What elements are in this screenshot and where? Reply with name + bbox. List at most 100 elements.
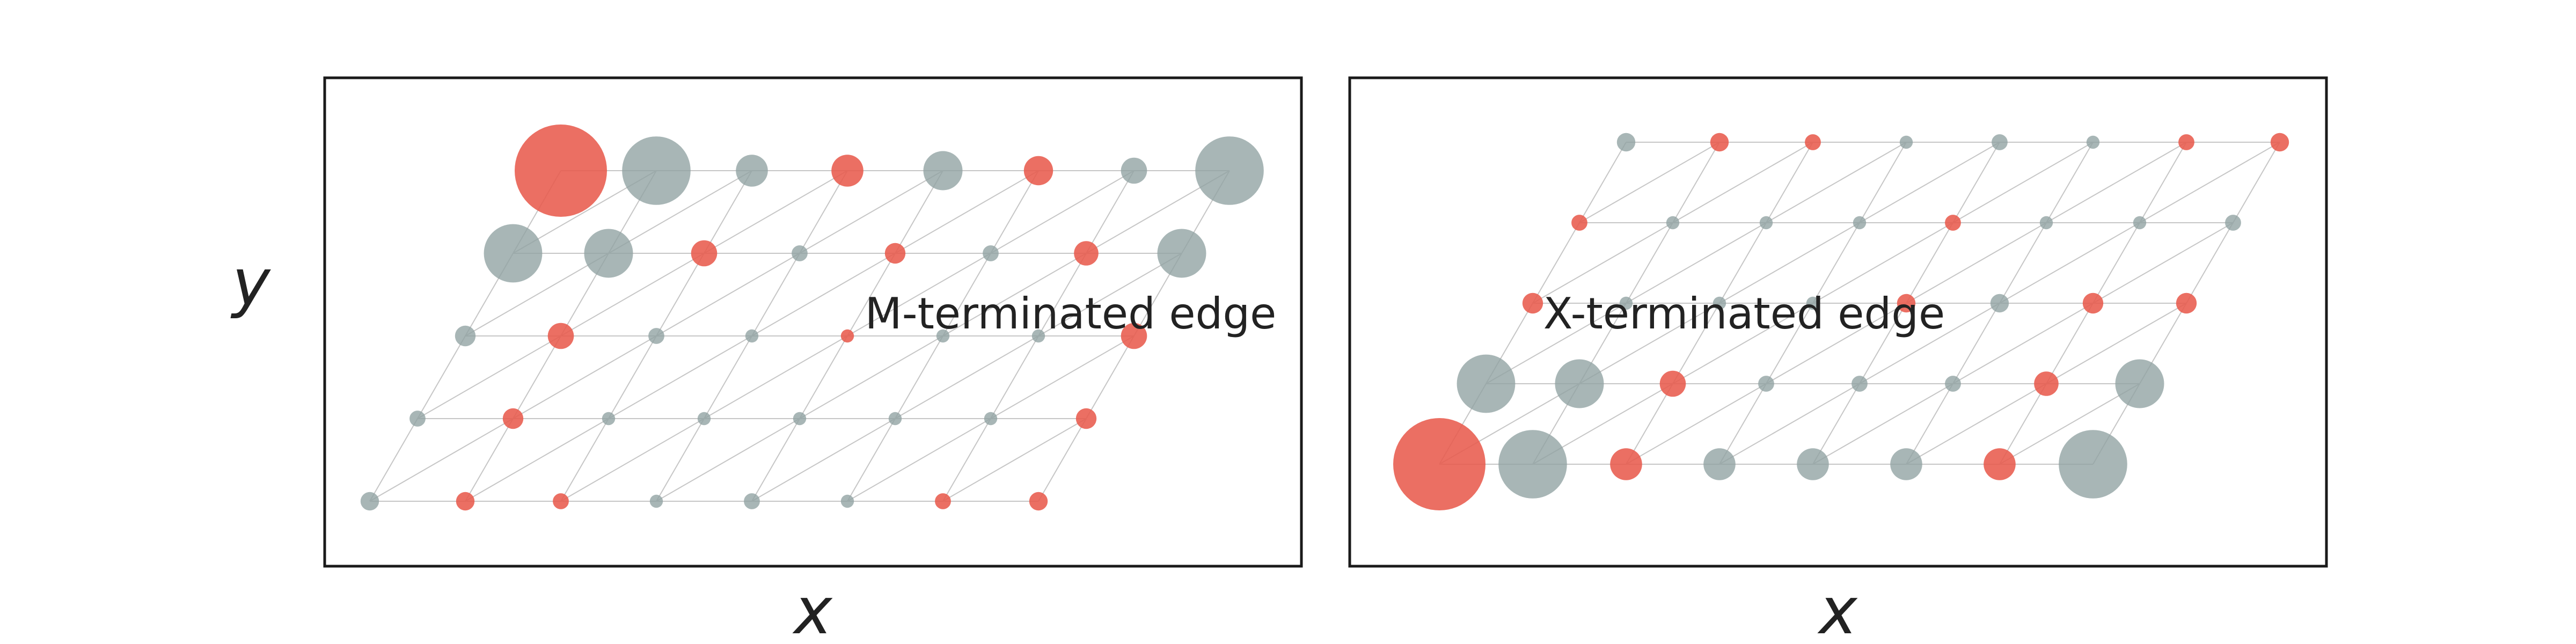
panel-x-terminated-edge-label: X-terminated edge — [1543, 289, 1945, 339]
panel-m-terminated-frame — [323, 76, 1303, 568]
lattice-bond — [1626, 222, 1767, 304]
metal-site-marker — [456, 492, 475, 511]
chalcogen-site-marker — [1195, 136, 1264, 205]
lattice-bond — [1812, 383, 1953, 465]
lattice-bond — [1626, 383, 1767, 465]
lattice-bond — [369, 418, 418, 502]
chalcogen-site-marker — [736, 155, 768, 187]
lattice-bond — [560, 418, 705, 502]
lattice-bond — [369, 418, 514, 502]
lattice-bond — [1038, 253, 1087, 336]
lattice-bond — [1766, 303, 1907, 384]
chalcogen-site-marker — [455, 325, 476, 347]
lattice-bond — [799, 335, 943, 419]
lattice-bond — [560, 418, 609, 502]
lattice-bond — [656, 418, 800, 502]
lattice-bond — [417, 335, 466, 419]
metal-site-marker — [1522, 292, 1543, 314]
lattice-bond — [2186, 222, 2234, 304]
lattice-bond — [1038, 253, 1182, 336]
chalcogen-site-marker — [697, 412, 711, 426]
panel-m-terminated-sites — [360, 125, 1264, 511]
lattice-bond — [990, 170, 1135, 254]
lattice-bond — [942, 418, 1087, 502]
lattice-bond — [1859, 142, 2000, 223]
lattice-bond — [608, 335, 752, 419]
lattice-bond — [1999, 222, 2047, 304]
metal-site-marker — [1610, 448, 1642, 480]
chalcogen-site-marker — [1853, 216, 1867, 230]
lattice-bond — [513, 335, 561, 419]
metal-site-marker — [2178, 134, 2194, 150]
metal-site-marker — [1805, 134, 1821, 150]
chalcogen-site-marker — [1457, 354, 1516, 413]
lattice-bond — [847, 253, 991, 336]
lattice-bond — [751, 418, 800, 502]
lattice-bond — [656, 418, 705, 502]
chalcogen-site-marker — [1797, 448, 1829, 480]
chalcogen-site-marker — [936, 329, 950, 343]
metal-site-marker — [1121, 323, 1147, 349]
lattice-bond — [1859, 142, 1907, 223]
metal-site-marker — [840, 329, 854, 343]
chalcogen-site-marker — [1121, 157, 1147, 184]
lattice-bond — [1859, 303, 2000, 384]
chalcogen-site-marker — [1703, 448, 1736, 480]
chalcogen-site-marker — [622, 136, 691, 205]
lattice-bond — [990, 170, 1039, 254]
metal-site-marker — [935, 493, 951, 509]
panel-x-terminated-frame — [1348, 76, 2328, 568]
lattice-bond — [2139, 142, 2187, 223]
lattice-bond — [990, 335, 1039, 419]
lattice-bond — [895, 335, 1039, 419]
lattice-bond — [1579, 142, 1720, 223]
lattice-bond — [704, 170, 848, 254]
lattice-bond — [704, 335, 752, 419]
lattice-bond — [1906, 222, 2047, 304]
lattice-bond — [2092, 222, 2140, 304]
lattice-bond — [1999, 222, 2140, 304]
panel-x-terminated-x-axis-label: x — [1817, 574, 1858, 644]
lattice-bond — [2092, 222, 2234, 304]
lattice-bond — [417, 335, 561, 419]
chalcogen-site-marker — [2115, 359, 2164, 408]
panel-x-terminated-sites — [1393, 133, 2289, 510]
lattice-bond — [1579, 142, 1627, 223]
lattice-bond — [1952, 303, 2000, 384]
lattice-bond — [1086, 335, 1135, 419]
lattice-bond — [942, 253, 1087, 336]
lattice-bond — [1532, 222, 1580, 304]
chalcogen-site-marker — [888, 412, 902, 426]
lattice-bond — [465, 253, 609, 336]
lattice-bond — [1532, 222, 1673, 304]
lattice-bond — [1812, 222, 1953, 304]
metal-site-marker — [2176, 292, 2197, 314]
lattice-bond — [895, 170, 1039, 254]
lattice-bond — [799, 170, 943, 254]
lattice-bond — [799, 335, 848, 419]
lattice-bond — [1906, 383, 2047, 465]
metal-site-marker — [1029, 492, 1048, 511]
lattice-bond — [1719, 383, 1860, 465]
metal-site-marker — [1393, 418, 1485, 510]
chalcogen-site-marker — [744, 493, 760, 509]
metal-site-marker — [1710, 133, 1729, 152]
lattice-bond — [1719, 222, 1860, 304]
chalcogen-site-marker — [602, 412, 616, 426]
lattice-bond — [1719, 222, 1767, 304]
metal-site-marker — [1571, 215, 1587, 231]
lattice-bond — [1766, 303, 1813, 384]
chalcogen-site-marker — [1992, 134, 2008, 150]
lattice-bond — [847, 253, 896, 336]
chalcogen-site-marker — [584, 229, 633, 278]
lattice-bond — [751, 418, 896, 502]
chalcogen-site-marker — [923, 151, 963, 191]
lattice-bond — [751, 253, 800, 336]
lattice-bond — [1038, 418, 1087, 502]
lattice-bond — [1952, 142, 2094, 223]
lattice-bond — [1672, 142, 1720, 223]
chalcogen-site-marker — [792, 245, 808, 261]
chalcogen-site-marker — [1890, 448, 1922, 480]
lattice-bond — [1952, 142, 2000, 223]
chalcogen-site-marker — [745, 329, 759, 343]
